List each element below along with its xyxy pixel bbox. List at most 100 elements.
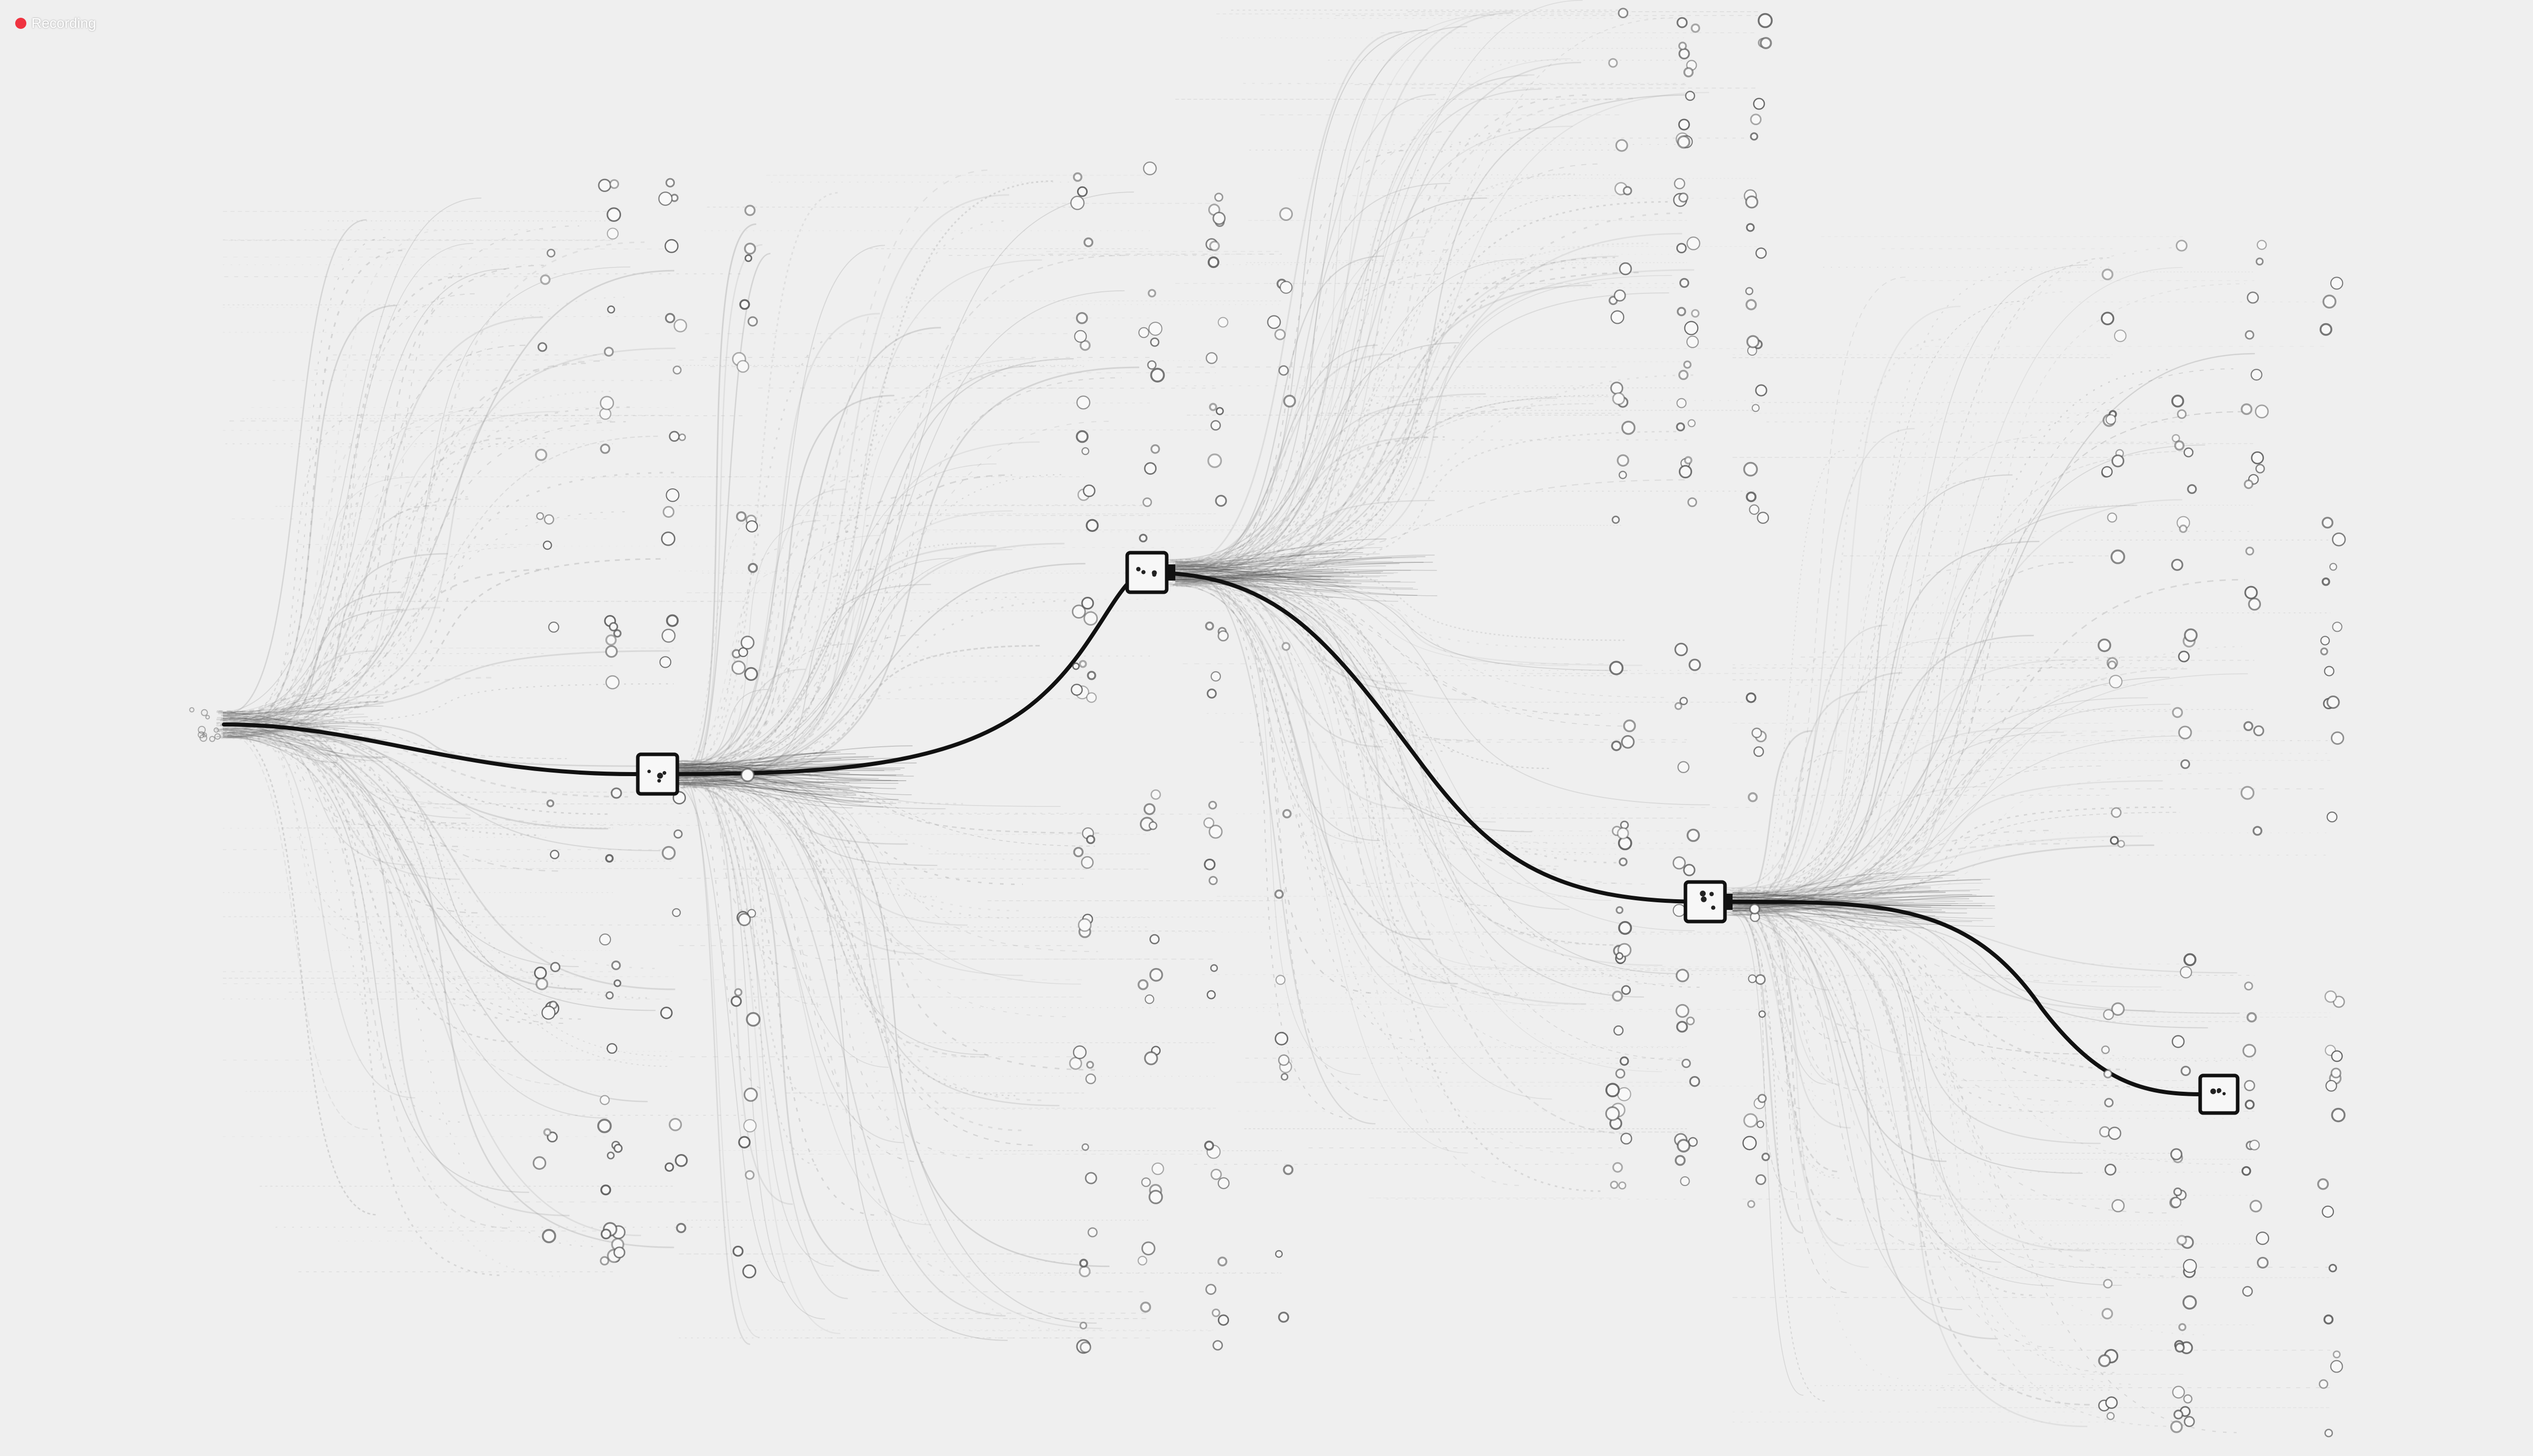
branch-line (1734, 901, 2105, 1269)
leaf-marker (1609, 661, 1624, 675)
leaf-marker (547, 248, 556, 258)
branch-line (222, 730, 383, 759)
leaf-marker (1618, 1181, 1627, 1190)
leaf-marker (1619, 857, 1628, 866)
leaf-marker (1281, 1072, 1289, 1081)
leaf-marker (1070, 196, 1085, 210)
leaf-marker (1076, 312, 1088, 324)
leaf-marker (1148, 322, 1163, 336)
branch-line (1734, 914, 1845, 1247)
leaf-marker (606, 227, 619, 240)
leaf-marker (1678, 465, 1693, 479)
branch-line (1732, 876, 1921, 900)
leaf-marker (2321, 517, 2333, 529)
leaf-marker (1676, 17, 1688, 28)
branch-line (1173, 579, 1581, 1154)
leaf-marker (613, 979, 622, 987)
branch-line (230, 498, 473, 719)
leaf-marker (1681, 1058, 1691, 1068)
branch-line (1173, 577, 1678, 974)
leaf-marker (1209, 240, 1220, 252)
leaf-marker (1610, 381, 1624, 395)
leaf-marker (672, 908, 681, 917)
branch-line (1739, 904, 1998, 1340)
leaf-marker (1680, 1176, 1690, 1186)
branch-line (1175, 548, 1364, 569)
branch-line (676, 223, 756, 779)
leaf-marker (1083, 484, 1096, 497)
leaf-marker (610, 787, 622, 799)
branch-line (1737, 901, 2101, 1144)
leaf-marker (1753, 746, 1764, 757)
branch-line (1732, 657, 2120, 906)
branch-line (683, 777, 989, 1159)
leaf-marker (2319, 1379, 2328, 1389)
leaf-marker (599, 1095, 610, 1105)
branch-line (222, 705, 383, 719)
branch-line (1179, 561, 1621, 946)
branch-line (1176, 563, 1407, 684)
leaf-marker (1679, 278, 1690, 288)
branch-line (1175, 565, 1386, 582)
branch-line (1175, 547, 1383, 570)
leaf-marker (1618, 8, 1629, 19)
branch-line (1174, 573, 1587, 945)
branch-line (225, 728, 377, 1216)
leaf-marker (1746, 491, 1757, 503)
leaf-marker (1204, 1140, 1214, 1151)
leaf-marker (1279, 281, 1293, 294)
branch-line (1732, 903, 1959, 910)
branch-line (222, 714, 364, 730)
branch-line (681, 773, 924, 954)
branch-line (1179, 173, 1575, 571)
leaf-marker (2253, 725, 2265, 737)
leaf-markers-layer (532, 8, 2346, 1438)
branch-line (678, 365, 1036, 768)
leaf-marker (1069, 1057, 1083, 1070)
branch-line (1175, 544, 1343, 566)
branch-line (222, 736, 374, 760)
branch-line (1170, 560, 1468, 1154)
branch-line (673, 768, 825, 1320)
branch-line (1732, 871, 1959, 895)
leaf-marker (1207, 453, 1222, 468)
square-node-icon (647, 770, 651, 774)
leaf-marker (1751, 727, 1762, 739)
branch-line (1732, 897, 1903, 904)
leaf-marker (1679, 697, 1688, 705)
leaf-marker (2170, 1420, 2183, 1433)
branch-line (215, 729, 674, 1248)
square-node-icon (1709, 892, 1714, 896)
branch-line (1175, 572, 1398, 583)
leaf-marker (1138, 327, 1149, 338)
leaf-marker (2105, 1396, 2118, 1409)
leaf-marker (605, 634, 617, 646)
branch-line (1730, 890, 1848, 1043)
start-cluster-icon (198, 731, 205, 739)
branch-line (222, 701, 378, 716)
leaf-marker (1087, 1227, 1098, 1238)
branch-line (1174, 14, 1495, 563)
branch-line (1171, 60, 1530, 569)
branch-line (1735, 913, 1992, 1212)
branch-line (1180, 576, 1606, 716)
branch-line (1732, 879, 1981, 901)
branch-line (686, 366, 1139, 787)
branch-line (221, 249, 406, 735)
leaf-marker (1745, 195, 1758, 209)
branch-line (1737, 914, 2240, 1014)
branch-line (1731, 277, 1906, 914)
branch-line (216, 722, 519, 1043)
branch-line (229, 264, 544, 719)
leaf-marker (1274, 329, 1286, 340)
branch-line (1728, 267, 2183, 893)
branch-line (226, 606, 441, 724)
leaf-marker (600, 443, 610, 454)
leaf-marker (1076, 395, 1091, 410)
branch-line (229, 426, 425, 717)
leaf-marker (669, 431, 680, 442)
leaf-marker (599, 933, 611, 946)
leaf-marker (2109, 836, 2119, 845)
leaf-marker (1144, 462, 1157, 475)
branch-line (223, 496, 472, 721)
